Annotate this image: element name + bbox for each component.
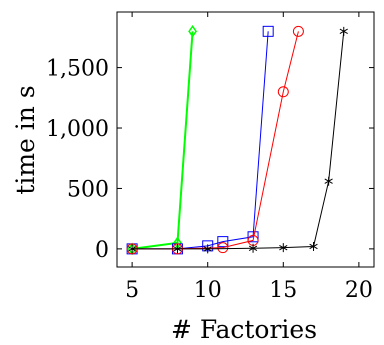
x-tick-label: 15	[269, 278, 297, 303]
data-point-diamond	[188, 25, 198, 38]
data-point-star	[339, 26, 348, 36]
data-point-star	[203, 244, 212, 254]
data-point-square	[247, 231, 259, 243]
x-tick-label: 5	[125, 278, 139, 303]
series-line	[132, 31, 299, 250]
data-point-star	[127, 244, 137, 254]
series-3	[127, 26, 348, 254]
data-point-circle	[217, 242, 229, 254]
y-tick-label: 500	[67, 177, 109, 202]
data-point-circle	[292, 25, 304, 37]
series-line	[132, 31, 269, 250]
data-point-square	[262, 25, 274, 37]
series-0	[127, 25, 198, 256]
y-tick-label: 1,000	[46, 117, 109, 142]
plot-frame	[116, 11, 375, 268]
y-axis-label: time in s	[11, 85, 40, 194]
data-point-circle	[277, 86, 289, 98]
x-axis-label: # Factories	[171, 315, 317, 344]
series-group	[126, 25, 348, 256]
data-point-star	[324, 176, 333, 186]
data-point-square	[217, 236, 229, 248]
x-tick-label: 20	[345, 278, 373, 303]
series-line	[131, 31, 194, 250]
data-point-star	[309, 241, 318, 251]
series-1	[126, 25, 274, 255]
data-point-star	[173, 244, 182, 254]
series-2	[126, 25, 304, 255]
y-tick-label: 0	[95, 238, 109, 263]
data-point-star	[279, 243, 288, 253]
tick-labels: 5 10 15 20 0 500 1,000 1,500	[46, 57, 373, 303]
axis-ticks	[117, 12, 374, 267]
data-point-star	[248, 243, 258, 253]
series-line	[132, 31, 345, 250]
y-tick-label: 1,500	[46, 57, 109, 82]
x-tick-label: 10	[194, 278, 222, 303]
